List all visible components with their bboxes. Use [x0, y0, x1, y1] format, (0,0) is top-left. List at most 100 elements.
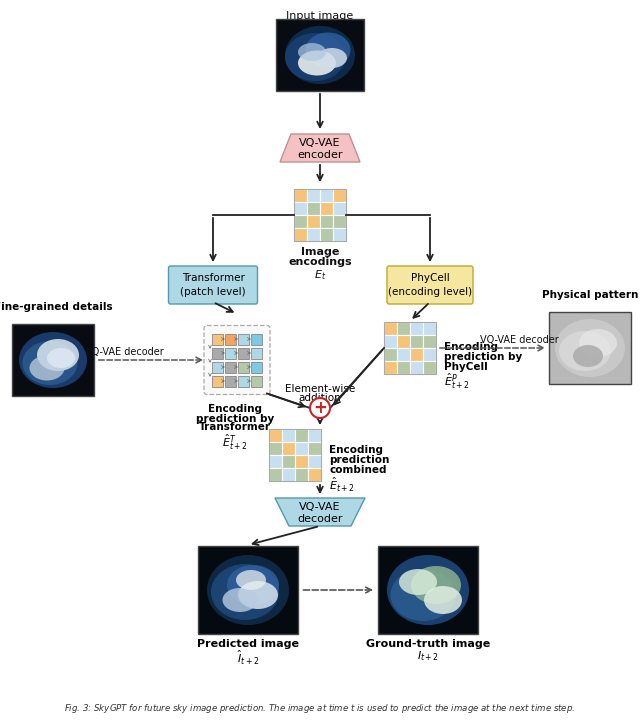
Bar [12, 324, 94, 396]
FancyBboxPatch shape [387, 266, 473, 304]
Bar [269, 429, 282, 442]
Polygon shape [280, 134, 360, 162]
Text: addition: addition [299, 393, 341, 403]
Ellipse shape [236, 570, 266, 590]
Text: $I_t$: $I_t$ [316, 22, 324, 36]
Bar [397, 322, 410, 335]
Bar [295, 455, 308, 468]
Ellipse shape [227, 565, 279, 605]
Bar [384, 335, 397, 348]
Ellipse shape [298, 43, 326, 61]
FancyArrowPatch shape [317, 94, 323, 127]
Bar [282, 468, 295, 481]
Bar [423, 348, 436, 361]
Ellipse shape [555, 319, 625, 377]
Ellipse shape [317, 48, 347, 68]
Ellipse shape [305, 32, 351, 68]
FancyArrowPatch shape [303, 588, 371, 593]
Bar [308, 468, 321, 481]
Bar [320, 228, 333, 241]
Bar [295, 442, 308, 455]
Bar [269, 468, 282, 481]
FancyArrowPatch shape [317, 165, 323, 180]
Text: +: + [313, 399, 327, 417]
Text: Transformer: Transformer [199, 423, 271, 433]
Bar [238, 333, 249, 344]
Text: VQ-VAE decoder: VQ-VAE decoder [479, 335, 558, 345]
Text: (patch level): (patch level) [180, 287, 246, 297]
FancyArrowPatch shape [428, 217, 433, 260]
Text: prediction by: prediction by [444, 352, 522, 362]
FancyArrowPatch shape [210, 217, 216, 260]
Bar [294, 215, 307, 228]
Bar [198, 546, 298, 634]
FancyArrowPatch shape [317, 485, 323, 492]
Bar [295, 429, 308, 442]
Bar [333, 202, 346, 215]
Text: Physical pattern: Physical pattern [542, 290, 638, 300]
Bar [225, 333, 236, 344]
Bar [333, 228, 346, 241]
Text: Element-wise: Element-wise [285, 384, 355, 394]
Text: (encoding level): (encoding level) [388, 287, 472, 297]
Text: VQ-VAE decoder: VQ-VAE decoder [84, 347, 163, 357]
FancyArrowPatch shape [334, 350, 382, 405]
Bar [384, 322, 436, 374]
Ellipse shape [29, 356, 65, 380]
Bar [307, 228, 320, 241]
Text: Input image: Input image [286, 11, 354, 21]
Text: $\hat{E}^T_{t+2}$: $\hat{E}^T_{t+2}$ [222, 433, 248, 452]
Bar [282, 455, 295, 468]
Bar [423, 335, 436, 348]
Bar [307, 189, 320, 202]
Text: Encoding: Encoding [444, 342, 498, 352]
Ellipse shape [19, 332, 87, 388]
FancyArrowPatch shape [440, 345, 543, 351]
Text: $E_t$: $E_t$ [314, 268, 326, 282]
Bar [269, 455, 282, 468]
Bar [238, 376, 249, 387]
Bar [410, 335, 423, 348]
Bar [251, 333, 262, 344]
Ellipse shape [37, 339, 79, 371]
Ellipse shape [207, 555, 289, 625]
Bar [295, 468, 308, 481]
Ellipse shape [559, 331, 611, 371]
Text: encoder: encoder [297, 150, 343, 160]
Text: Transformer: Transformer [182, 273, 244, 283]
FancyArrowPatch shape [317, 418, 323, 423]
Ellipse shape [285, 33, 345, 81]
Bar [423, 322, 436, 335]
Bar [294, 228, 307, 241]
Bar [294, 189, 307, 202]
Text: PhyCell: PhyCell [411, 273, 449, 283]
Bar [238, 361, 249, 372]
Ellipse shape [211, 564, 279, 620]
Text: $\hat{I}_{t+2}$: $\hat{I}_{t+2}$ [237, 649, 259, 667]
Text: $I_{t+2}$: $I_{t+2}$ [417, 649, 439, 663]
Bar [549, 312, 631, 384]
Bar [308, 442, 321, 455]
Bar [397, 335, 410, 348]
Ellipse shape [387, 555, 469, 625]
Bar [294, 202, 307, 215]
Text: $\hat{E}_{t+2}$: $\hat{E}_{t+2}$ [329, 476, 355, 494]
Ellipse shape [579, 329, 617, 357]
Polygon shape [275, 498, 365, 526]
Text: Fig. 3: SkyGPT for future sky image prediction. The image at time $t$ is used to: Fig. 3: SkyGPT for future sky image pred… [64, 702, 576, 715]
FancyArrowPatch shape [269, 395, 305, 408]
Text: combined: combined [329, 465, 387, 475]
Ellipse shape [298, 50, 336, 76]
Text: Fine-grained details: Fine-grained details [0, 302, 112, 312]
Text: Predicted image: Predicted image [197, 639, 299, 649]
Ellipse shape [411, 566, 461, 604]
Bar [294, 189, 346, 241]
Ellipse shape [399, 569, 437, 595]
FancyArrowPatch shape [413, 304, 428, 318]
Circle shape [310, 398, 330, 418]
Bar [378, 546, 478, 634]
Bar [308, 429, 321, 442]
Bar [333, 189, 346, 202]
Text: $\hat{E}^P_{t+2}$: $\hat{E}^P_{t+2}$ [444, 372, 470, 392]
FancyArrowPatch shape [253, 527, 317, 545]
